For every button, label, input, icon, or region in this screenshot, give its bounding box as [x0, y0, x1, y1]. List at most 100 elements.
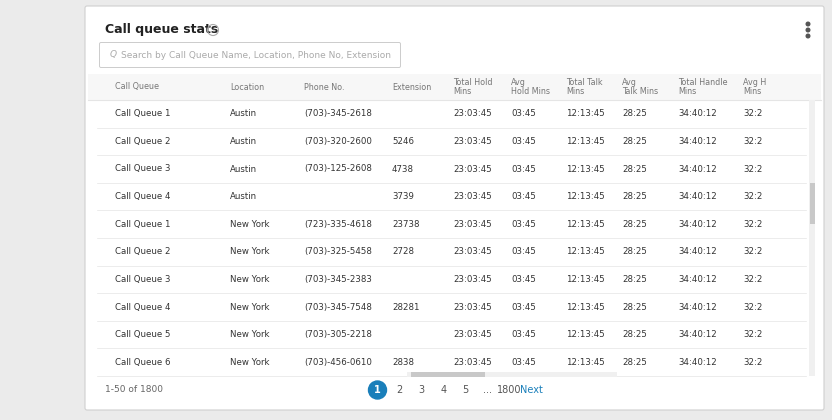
Text: 32:2: 32:2 [743, 358, 763, 367]
Text: 23738: 23738 [392, 220, 419, 229]
Text: 12:13:45: 12:13:45 [567, 302, 605, 312]
Text: 1-50 of 1800: 1-50 of 1800 [105, 386, 163, 394]
Text: 34:40:12: 34:40:12 [678, 192, 716, 201]
Text: (703)-345-2618: (703)-345-2618 [304, 109, 372, 118]
Text: (703)-305-2218: (703)-305-2218 [304, 330, 372, 339]
Text: 28:25: 28:25 [622, 109, 647, 118]
Text: 28:25: 28:25 [622, 358, 647, 367]
Circle shape [806, 22, 810, 26]
Text: (703)-320-2600: (703)-320-2600 [304, 137, 372, 146]
Text: 12:13:45: 12:13:45 [567, 247, 605, 256]
Text: 34:40:12: 34:40:12 [678, 109, 716, 118]
Text: Next: Next [520, 385, 543, 395]
Text: New York: New York [230, 275, 270, 284]
Text: Call Queue 1: Call Queue 1 [115, 109, 171, 118]
Text: 12:13:45: 12:13:45 [567, 192, 605, 201]
Text: New York: New York [230, 247, 270, 256]
Text: New York: New York [230, 358, 270, 367]
Text: Extension: Extension [392, 82, 431, 92]
Text: 28:25: 28:25 [622, 247, 647, 256]
Text: 32:2: 32:2 [743, 275, 763, 284]
Text: 03:45: 03:45 [511, 192, 536, 201]
Text: 23:03:45: 23:03:45 [453, 109, 492, 118]
Text: Avg: Avg [511, 78, 526, 87]
Text: 1: 1 [374, 385, 381, 395]
Text: 28:25: 28:25 [622, 302, 647, 312]
Text: 28:25: 28:25 [622, 275, 647, 284]
Text: Call Queue: Call Queue [115, 82, 159, 92]
Text: 32:2: 32:2 [743, 137, 763, 146]
Text: Location: Location [230, 82, 265, 92]
Text: 03:45: 03:45 [511, 302, 536, 312]
Text: Phone No.: Phone No. [304, 82, 344, 92]
Text: 03:45: 03:45 [511, 330, 536, 339]
Text: Call Queue 6: Call Queue 6 [115, 358, 171, 367]
Bar [411, 372, 484, 377]
Text: (703)-125-2608: (703)-125-2608 [304, 165, 372, 173]
Text: Mins: Mins [453, 87, 471, 96]
Text: Total Hold: Total Hold [453, 78, 493, 87]
FancyBboxPatch shape [85, 6, 824, 410]
Text: 34:40:12: 34:40:12 [678, 275, 716, 284]
Text: 23:03:45: 23:03:45 [453, 358, 492, 367]
Text: Austin: Austin [230, 165, 257, 173]
Text: Call Queue 4: Call Queue 4 [115, 302, 171, 312]
Text: Q: Q [110, 50, 117, 60]
Bar [809, 100, 815, 376]
Text: Mins: Mins [743, 87, 761, 96]
Circle shape [806, 28, 810, 32]
Text: 34:40:12: 34:40:12 [678, 220, 716, 229]
Text: Avg: Avg [622, 78, 637, 87]
Text: Call Queue 3: Call Queue 3 [115, 165, 171, 173]
Text: 23:03:45: 23:03:45 [453, 247, 492, 256]
Text: 32:2: 32:2 [743, 109, 763, 118]
Text: Hold Mins: Hold Mins [511, 87, 550, 96]
Text: Austin: Austin [230, 137, 257, 146]
Text: 28:25: 28:25 [622, 165, 647, 173]
Text: 34:40:12: 34:40:12 [678, 137, 716, 146]
Text: 03:45: 03:45 [511, 247, 536, 256]
Text: Talk Mins: Talk Mins [622, 87, 658, 96]
Text: ...: ... [483, 385, 492, 395]
Text: 12:13:45: 12:13:45 [567, 220, 605, 229]
Text: 03:45: 03:45 [511, 220, 536, 229]
Text: 23:03:45: 23:03:45 [453, 302, 492, 312]
Text: Austin: Austin [230, 109, 257, 118]
Circle shape [806, 34, 810, 38]
Text: 32:2: 32:2 [743, 302, 763, 312]
Text: (703)-456-0610: (703)-456-0610 [304, 358, 372, 367]
Text: 5: 5 [463, 385, 468, 395]
Text: 32:2: 32:2 [743, 165, 763, 173]
Text: 23:03:45: 23:03:45 [453, 330, 492, 339]
Text: 28:25: 28:25 [622, 137, 647, 146]
Text: 32:2: 32:2 [743, 192, 763, 201]
Text: 12:13:45: 12:13:45 [567, 275, 605, 284]
Text: (703)-325-5458: (703)-325-5458 [304, 247, 372, 256]
Text: 32:2: 32:2 [743, 330, 763, 339]
FancyBboxPatch shape [100, 42, 400, 68]
Text: 03:45: 03:45 [511, 275, 536, 284]
Text: Austin: Austin [230, 192, 257, 201]
Text: 32:2: 32:2 [743, 220, 763, 229]
Text: 12:13:45: 12:13:45 [567, 109, 605, 118]
Text: 28:25: 28:25 [622, 220, 647, 229]
Text: Total Handle: Total Handle [678, 78, 727, 87]
Text: 23:03:45: 23:03:45 [453, 165, 492, 173]
Text: 4738: 4738 [392, 165, 414, 173]
Text: 2: 2 [396, 385, 403, 395]
Text: 28:25: 28:25 [622, 192, 647, 201]
Text: 28:25: 28:25 [622, 330, 647, 339]
Text: New York: New York [230, 302, 270, 312]
Text: 4: 4 [440, 385, 447, 395]
Text: Call Queue 4: Call Queue 4 [115, 192, 171, 201]
Text: Mins: Mins [567, 87, 584, 96]
Text: 28281: 28281 [392, 302, 419, 312]
Circle shape [369, 381, 387, 399]
Text: 23:03:45: 23:03:45 [453, 137, 492, 146]
Bar [88, 74, 821, 100]
Text: 5246: 5246 [392, 137, 414, 146]
Text: 34:40:12: 34:40:12 [678, 165, 716, 173]
Text: (703)-345-2383: (703)-345-2383 [304, 275, 372, 284]
Text: 23:03:45: 23:03:45 [453, 275, 492, 284]
Text: 03:45: 03:45 [511, 137, 536, 146]
